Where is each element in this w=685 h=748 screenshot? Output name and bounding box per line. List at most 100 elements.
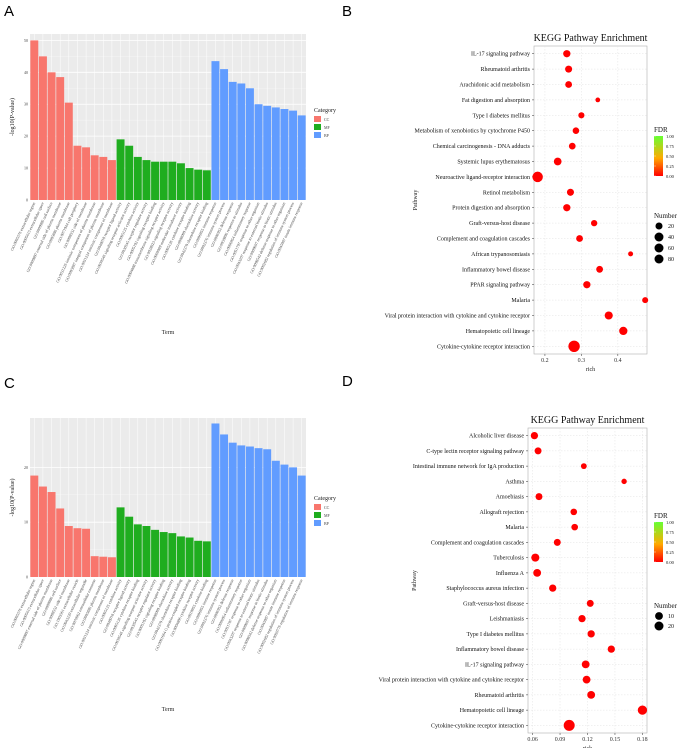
y-axis-title: -log10(P-value) [9, 98, 16, 136]
panel-letter-b: B [342, 3, 352, 20]
bar-cc [38, 56, 47, 200]
bar-cc [47, 492, 56, 577]
legend-label: BP [324, 521, 330, 526]
bar-cc [99, 156, 108, 200]
bar-bp [228, 442, 237, 577]
pathway-label: Protein digestion and absorption [452, 206, 530, 212]
bar-mf [202, 170, 211, 200]
data-point [535, 493, 543, 501]
bar-bp [289, 467, 298, 577]
data-point [568, 142, 576, 150]
number-legend-label: 10 [668, 614, 674, 620]
fdr-colorbar [654, 136, 663, 176]
pathway-label: Malaria [505, 525, 524, 531]
pathway-label: IL-17 signaling pathway [465, 662, 524, 668]
bar-mf [151, 161, 160, 200]
bar-mf [142, 160, 151, 200]
bar-bp [280, 109, 289, 200]
bar-mf [176, 536, 185, 577]
pathway-label: Graft-versus-host disease [469, 220, 530, 227]
data-point [591, 219, 598, 227]
data-point [580, 463, 587, 470]
pathway-label: Hematopoietic cell lineage [460, 708, 525, 714]
pathway-label: IL-17 signaling pathway [471, 52, 530, 58]
bar-bp [254, 448, 263, 577]
data-point [566, 188, 574, 196]
data-point [581, 660, 590, 669]
number-legend-label: 20 [668, 224, 674, 230]
x-tick-label: 0.12 [582, 737, 593, 743]
data-point [549, 584, 557, 592]
panel-b-kegg-dot-chart: KEGG Pathway Enrichment 0.2 0.3 0.4 IL-17 si… [385, 33, 678, 373]
number-legend-dot [654, 243, 664, 253]
x-axis-title: Term [162, 707, 175, 713]
bar-mf [125, 516, 134, 577]
x-tick-label: 0.3 [578, 358, 586, 364]
pathway-label: Rheumatoid arthritis [481, 67, 531, 73]
x-tick-label: 0.4 [614, 358, 622, 364]
bar-cc [38, 486, 47, 577]
bar-cc [64, 526, 73, 577]
data-point [565, 65, 573, 73]
pathway-label: Fat digestion and absorption [462, 98, 530, 104]
bar-cc [73, 145, 82, 200]
bar-cc [82, 147, 91, 200]
legend-label: CC [324, 505, 330, 510]
pathway-label: Complement and coagulation cascades [437, 237, 531, 243]
y-tick-label: 0 [26, 198, 28, 203]
fdr-colorbar [654, 522, 663, 562]
bar-mf [176, 163, 185, 200]
bar-cc [73, 528, 82, 577]
data-point [582, 675, 591, 684]
plot-border [533, 45, 648, 355]
number-legend-label: 80 [668, 257, 674, 263]
y-tick-label: 10 [24, 520, 28, 525]
legend-swatch-cc [314, 504, 321, 510]
bar-cc [56, 77, 65, 200]
bar-bp [220, 434, 229, 577]
bar-bp [254, 104, 263, 200]
bar-bp [237, 83, 246, 200]
pathway-label: Cytokine-cytokine receptor interaction [431, 723, 524, 729]
bar-bp [271, 460, 280, 577]
pathway-label: Inflammatory bowel disease [456, 646, 524, 653]
pathway-label: Allograft rejection [480, 509, 524, 516]
bar-cc [107, 557, 116, 577]
legend-title: Category [314, 108, 336, 114]
data-point [571, 523, 578, 531]
bar-bp [237, 445, 246, 577]
data-point [587, 690, 596, 699]
number-legend-title: Number [654, 212, 678, 220]
legend-swatch-mf [314, 124, 321, 130]
number-legend-dot [655, 222, 663, 230]
pathway-label: Amoebiasis [496, 495, 525, 501]
number-legend-dot [655, 612, 663, 620]
fdr-tick-label: 0.75 [666, 530, 675, 535]
pathway-label: Retinol metabolism [483, 190, 530, 196]
data-point [586, 599, 594, 607]
bar-mf [168, 161, 177, 200]
fdr-tick-label: 0.50 [666, 154, 675, 159]
fdr-legend-title: FDR [654, 512, 668, 520]
pathway-label: PPAR signaling pathway [470, 283, 530, 289]
data-point [568, 340, 580, 352]
pathway-label: C-type lectin receptor signaling pathway [426, 449, 524, 455]
bar-cc [30, 40, 39, 201]
pathway-label: Intestinal immune network for IgA produc… [413, 463, 524, 470]
panel-letter-d: D [342, 373, 353, 390]
x-tick-label: 0.15 [610, 737, 621, 743]
pathway-label: Type I diabetes mellitus [473, 113, 531, 119]
fdr-tick-label: 0.25 [666, 550, 675, 555]
bar-cc [64, 102, 73, 200]
data-point [563, 204, 571, 212]
pathway-label: Systemic lupus erythematosus [457, 160, 530, 166]
bar-bp [271, 107, 280, 200]
x-tick-label: 0.18 [637, 737, 648, 743]
fdr-legend-title: FDR [654, 126, 668, 134]
x-axis-title: rich [586, 367, 595, 373]
data-point [621, 478, 627, 485]
number-legend-dot [654, 232, 664, 242]
legend-label: BP [324, 133, 330, 138]
